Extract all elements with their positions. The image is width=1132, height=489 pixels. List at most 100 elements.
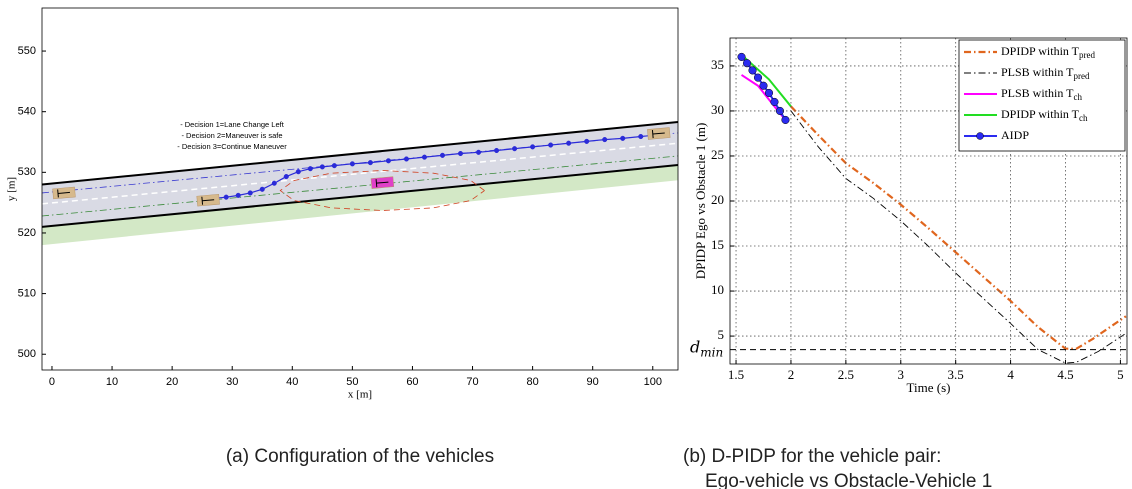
x-tick-label: 4 (1007, 367, 1014, 382)
point (512, 146, 518, 152)
x-tick-label: 30 (226, 376, 238, 388)
plot-area (42, 121, 678, 246)
y-tick-label: 5 (718, 327, 725, 342)
plot-area (737, 52, 1127, 364)
vehicle (370, 176, 395, 189)
y-tick-label: 510 (18, 288, 36, 300)
x-tick-label: 4.5 (1057, 367, 1073, 382)
point (753, 73, 763, 82)
series-line (42, 142, 678, 205)
point (235, 192, 241, 198)
caption: Ego-vehicle vs Obstacle-Vehicle 1 (705, 471, 992, 489)
caption: (b) D-PIDP for the vehicle pair: (683, 446, 941, 467)
point (367, 160, 373, 166)
series-line (42, 155, 678, 217)
vehicle-axle (375, 179, 378, 188)
vehicle-axle (202, 199, 215, 202)
series-line (790, 110, 1127, 364)
point (530, 144, 536, 150)
point (494, 147, 500, 154)
x-tick-label: 3 (898, 367, 905, 382)
point (457, 150, 464, 157)
point (271, 180, 277, 186)
x-tick-label: 100 (644, 376, 662, 388)
point (548, 142, 554, 148)
y-axis-label: DPIDP Ego vs Obstacle 1 (m) (693, 123, 708, 280)
y-tick-label: 10 (711, 282, 724, 297)
legend-box (958, 39, 1126, 152)
x-tick-label: 10 (106, 376, 118, 388)
vehicle (52, 186, 76, 200)
y-tick-label: 30 (711, 102, 724, 117)
point (403, 156, 409, 162)
point (638, 133, 644, 140)
legend-label-sub: ch (1079, 113, 1088, 123)
point (319, 164, 325, 170)
vehicle-axle (376, 181, 389, 184)
point (602, 137, 608, 143)
caption: (a) Configuration of the vehicles (226, 446, 494, 467)
legend-label-main: AIDP (1001, 128, 1029, 142)
legend-label: AIDP (1001, 128, 1029, 142)
legend-label: PLSB within Tch (1001, 86, 1082, 102)
point (620, 135, 626, 141)
x-tick-label: 2 (788, 367, 795, 382)
point (770, 97, 779, 106)
x-tick-label: 60 (406, 376, 418, 388)
legend-label: PLSB within Tpred (1001, 65, 1090, 81)
y-tick-label: 540 (18, 106, 36, 118)
x-tick-label: 0 (49, 376, 55, 388)
point (737, 52, 746, 61)
x-tick-label: 20 (166, 376, 178, 388)
legend-label-sub: ch (1073, 92, 1082, 102)
legend-label-main: PLSB within T (1001, 65, 1074, 79)
legend-label-main: DPIDP within T (1001, 107, 1080, 121)
x-tick-label: 70 (466, 376, 478, 388)
x-tick-label: 3.5 (948, 367, 964, 382)
point (764, 88, 774, 97)
x-tick-label: 80 (526, 376, 538, 388)
point (349, 161, 355, 167)
point (283, 174, 289, 180)
point (223, 194, 229, 200)
vehicle (196, 194, 220, 207)
point (742, 59, 752, 68)
point (748, 66, 757, 75)
plot-frame (41, 7, 679, 371)
point (759, 81, 768, 90)
series-line (790, 105, 1127, 350)
y-tick-label: 20 (711, 192, 724, 207)
point (584, 138, 590, 144)
x-tick-label: 5 (1117, 367, 1124, 382)
vehicle-axle (201, 196, 204, 205)
point (421, 154, 428, 160)
point (331, 163, 337, 169)
y-tick-label: 500 (18, 348, 36, 360)
y-tick-label: 15 (711, 237, 724, 252)
vehicle-axle (651, 130, 654, 139)
x-tick-label: 2.5 (838, 367, 854, 382)
annotation: - Decision 2=Maneuver is safe (181, 131, 282, 140)
point (475, 149, 482, 155)
y-tick-label: 520 (18, 227, 36, 239)
vehicle-axle (57, 191, 71, 194)
point (295, 169, 301, 175)
legend-label: DPIDP within Tpred (1001, 44, 1096, 60)
x-tick-label: 50 (346, 376, 358, 388)
legend-label-sub: pred (1073, 71, 1089, 81)
x-tick-label: 40 (286, 376, 298, 388)
legend-label: DPIDP within Tch (1001, 107, 1088, 123)
legend-marker (976, 132, 984, 140)
point (259, 186, 265, 192)
x-axis-label: Time (s) (907, 380, 951, 395)
x-tick-label: 1.5 (728, 367, 744, 382)
threshold-label-main: d (690, 337, 700, 356)
threshold-label: dmin (690, 337, 723, 359)
legend-label-sub: pred (1079, 50, 1095, 60)
x-tick-label: 90 (587, 376, 599, 388)
legend-label-main: PLSB within T (1001, 86, 1074, 100)
vehicle-axle (652, 132, 665, 135)
band (42, 165, 678, 246)
point (385, 158, 391, 164)
point (247, 190, 253, 196)
